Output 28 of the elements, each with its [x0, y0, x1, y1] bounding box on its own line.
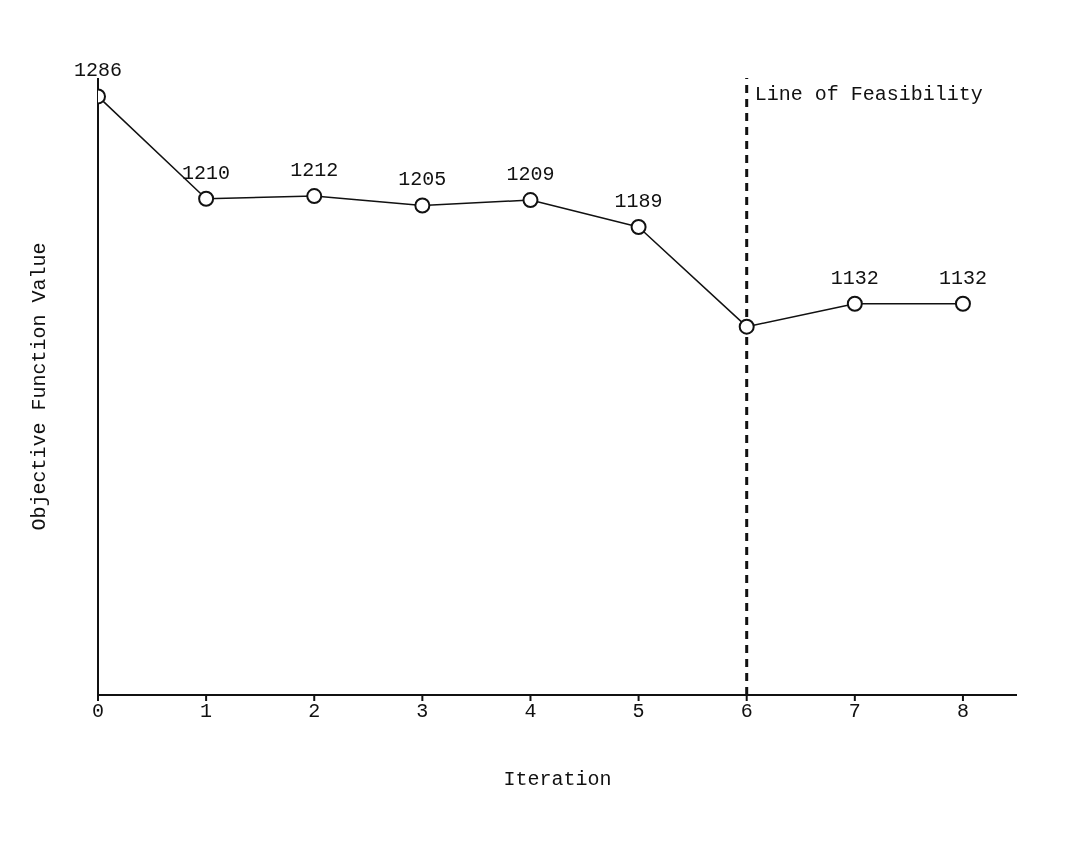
data-label: 1205 [398, 168, 447, 192]
data-label: 1132 [830, 266, 879, 290]
data-label: 1189 [614, 190, 663, 214]
data-label: 1132 [938, 266, 987, 290]
x-tick-label: 2 [308, 700, 321, 724]
point [198, 190, 215, 207]
x-tick-label: 0 [91, 700, 105, 724]
point [306, 188, 323, 205]
point [738, 318, 755, 335]
point [630, 219, 647, 236]
x-axis-title: Iteration [503, 768, 612, 791]
data-label: 1286 [73, 59, 123, 83]
x-tick-label: 4 [524, 700, 537, 724]
point [522, 192, 539, 209]
y-axis-title: Objective Function Value [28, 242, 52, 531]
point [954, 295, 971, 312]
x-tick-label: 7 [848, 700, 861, 724]
data-label: 1209 [506, 163, 555, 187]
x-tick-label: 1 [200, 700, 213, 724]
x-tick-label: 8 [956, 700, 969, 724]
x-tick-label: 5 [632, 700, 645, 724]
ref-line-label: Line of Feasibility [754, 83, 983, 107]
point [414, 197, 431, 214]
x-tick-label: 6 [740, 700, 753, 724]
data-label: 1212 [290, 159, 339, 183]
point [846, 295, 863, 312]
x-tick-label: 3 [416, 700, 429, 724]
data-label: 1210 [182, 161, 231, 185]
